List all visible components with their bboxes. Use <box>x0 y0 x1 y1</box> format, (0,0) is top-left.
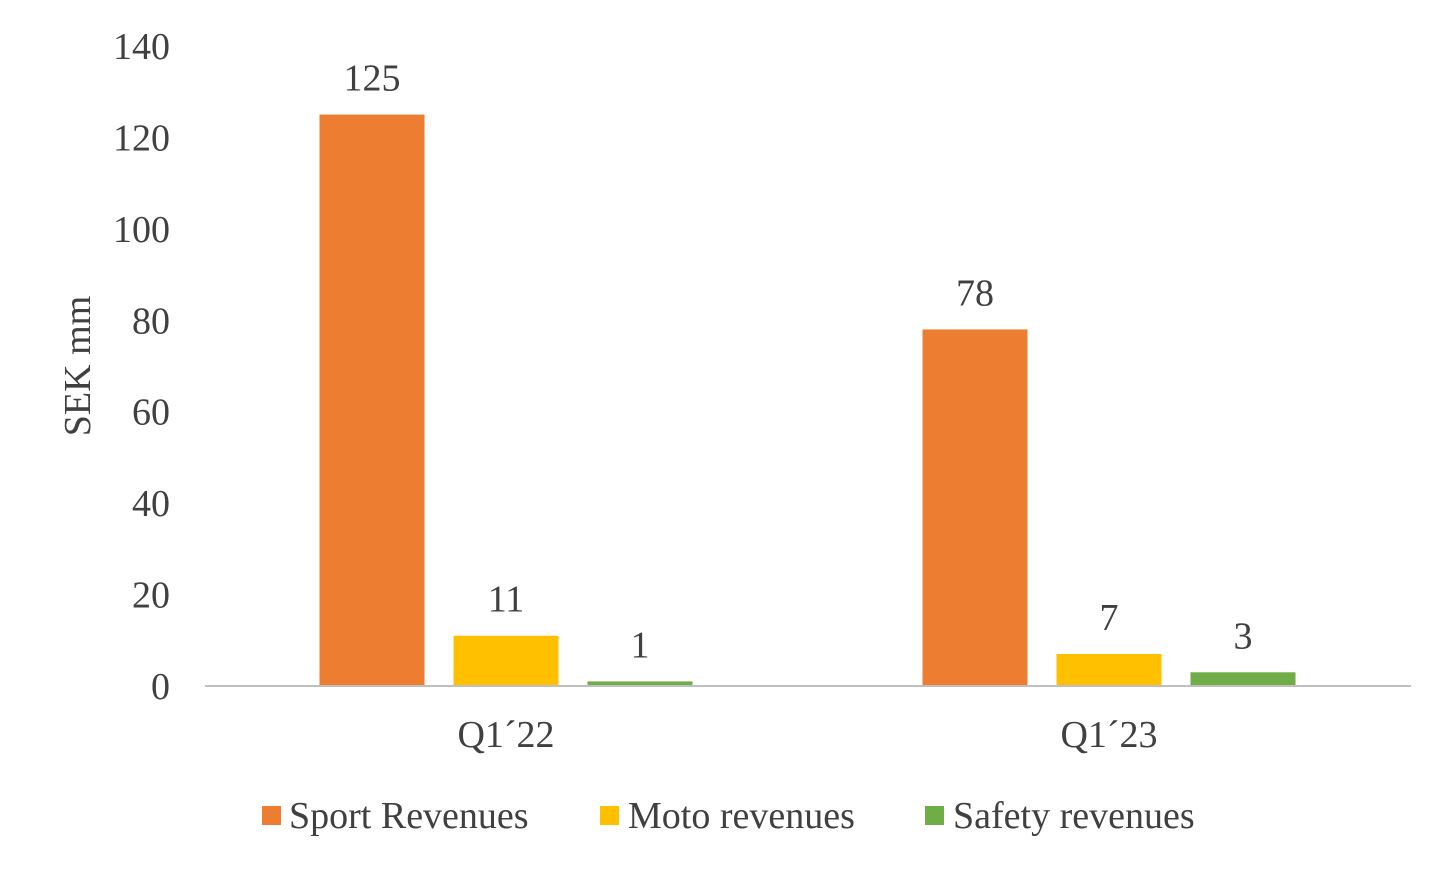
legend-swatch-safety-revenues <box>925 806 944 825</box>
data-label: 7 <box>1100 597 1119 639</box>
legend-label: Moto revenues <box>628 795 855 837</box>
bar-sport-revenues-1 <box>922 329 1028 686</box>
legend-label: Safety revenues <box>953 795 1195 837</box>
y-axis-ticks: 0 20 40 60 80 100 120 140 <box>113 26 170 708</box>
data-label: 125 <box>344 58 401 100</box>
x-axis-category-labels: Q1´22 Q1´23 <box>457 714 1157 756</box>
data-label: 1 <box>631 624 650 666</box>
legend-swatch-sport-revenues <box>262 806 281 825</box>
data-label: 3 <box>1234 615 1253 657</box>
y-tick-label: 120 <box>113 117 170 159</box>
bar-sport-revenues-0 <box>319 114 425 687</box>
x-category-label: Q1´22 <box>457 714 554 756</box>
y-tick-label: 20 <box>132 575 170 617</box>
data-label: 11 <box>488 579 525 621</box>
y-tick-label: 100 <box>113 209 170 251</box>
bar-safety-revenues-1 <box>1190 672 1296 686</box>
legend: Sport Revenues Moto revenues Safety revenu… <box>262 795 1195 837</box>
legend-swatch-moto-revenues <box>600 806 619 825</box>
bar-moto-revenues-1 <box>1056 654 1162 686</box>
x-category-label: Q1´23 <box>1060 714 1157 756</box>
y-axis-title: SEK mm <box>57 296 99 436</box>
y-tick-label: 140 <box>113 26 170 68</box>
y-tick-label: 40 <box>132 483 170 525</box>
y-tick-label: 0 <box>151 666 170 708</box>
bar-safety-revenues-0 <box>587 681 693 686</box>
bar-moto-revenues-0 <box>453 635 559 686</box>
data-label: 78 <box>956 272 994 314</box>
y-tick-label: 80 <box>132 300 170 342</box>
bar-series <box>319 114 1296 687</box>
y-tick-label: 60 <box>132 392 170 434</box>
legend-label: Sport Revenues <box>289 795 529 837</box>
